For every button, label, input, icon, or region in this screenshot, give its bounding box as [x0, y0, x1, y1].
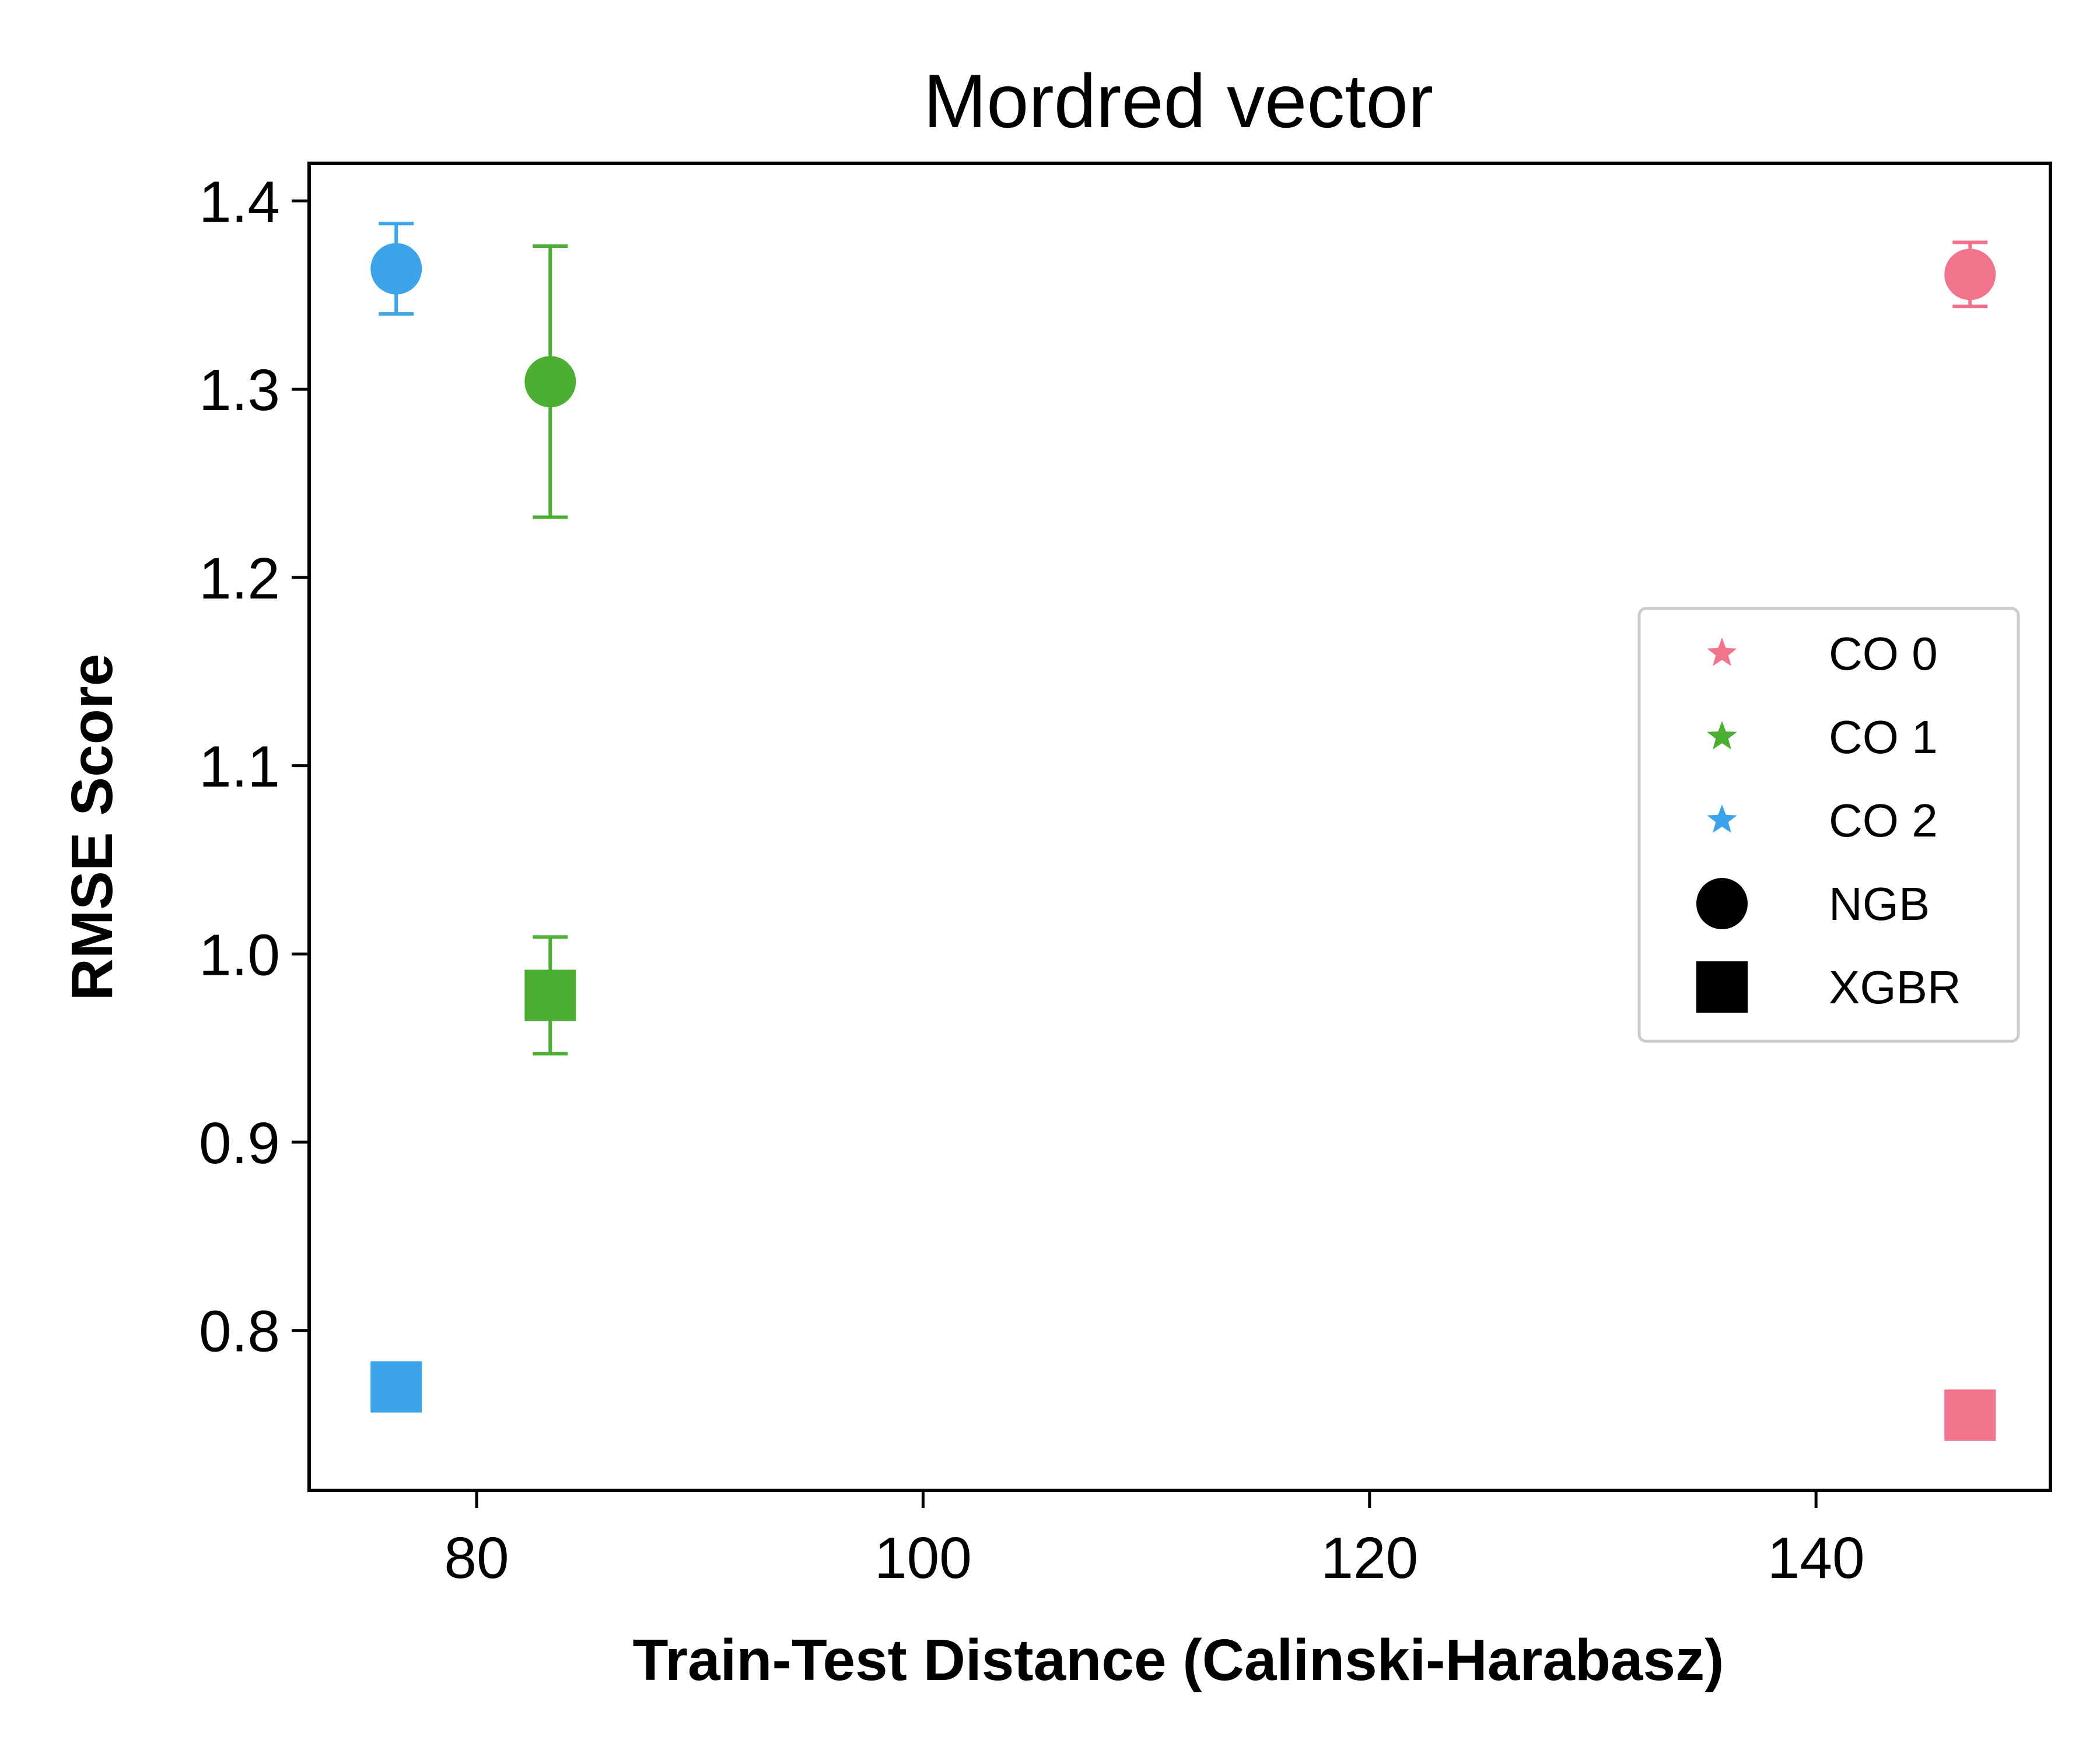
y-tick-label: 0.9	[199, 1111, 280, 1176]
ngb-point	[1944, 249, 1996, 300]
legend-circle-icon	[1696, 878, 1748, 929]
legend-label: NGB	[1829, 878, 1930, 930]
xgbr-point	[370, 1361, 422, 1413]
x-tick-label: 140	[1768, 1525, 1865, 1591]
legend-star-icon	[1707, 638, 1737, 666]
data-markers	[370, 222, 1996, 1441]
y-axis-ticks: 0.8 0.9 1.0 1.1 1.2 1.3 1.4	[199, 170, 309, 1364]
legend: CO 0 CO 1 CO 2 NGB XGBR	[1637, 607, 2020, 1043]
legend-label: CO 0	[1829, 628, 1938, 680]
y-axis-label: RMSE Score	[60, 654, 125, 1001]
y-tick-label: 1.1	[199, 734, 280, 800]
ngb-point	[370, 243, 422, 295]
y-tick-label: 1.2	[199, 546, 280, 611]
legend-label: XGBR	[1829, 961, 1961, 1013]
legend-frame	[1637, 607, 2020, 1043]
legend-star-icon	[1707, 804, 1737, 833]
y-tick-label: 0.8	[199, 1299, 280, 1364]
x-tick-label: 80	[444, 1525, 509, 1591]
y-tick-label: 1.0	[199, 922, 280, 988]
xgbr-point	[524, 970, 576, 1021]
legend-star-icon	[1707, 721, 1737, 750]
xgbr-point	[1944, 1389, 1996, 1441]
legend-label: CO 1	[1829, 711, 1938, 763]
plot-area-frame	[307, 162, 2052, 1492]
x-axis-label: Train-Test Distance (Calinski-Harabasz)	[633, 1628, 1724, 1693]
x-axis-ticks: 80 100 120 140	[444, 1490, 1865, 1591]
y-tick-label: 1.3	[199, 358, 280, 423]
ngb-point	[524, 356, 576, 408]
legend-label: CO 2	[1829, 794, 1938, 846]
x-tick-label: 120	[1321, 1525, 1418, 1591]
chart-title: Mordred vector	[923, 58, 1433, 144]
x-tick-label: 100	[874, 1525, 972, 1591]
y-tick-label: 1.4	[199, 170, 280, 235]
legend-square-icon	[1696, 961, 1748, 1013]
